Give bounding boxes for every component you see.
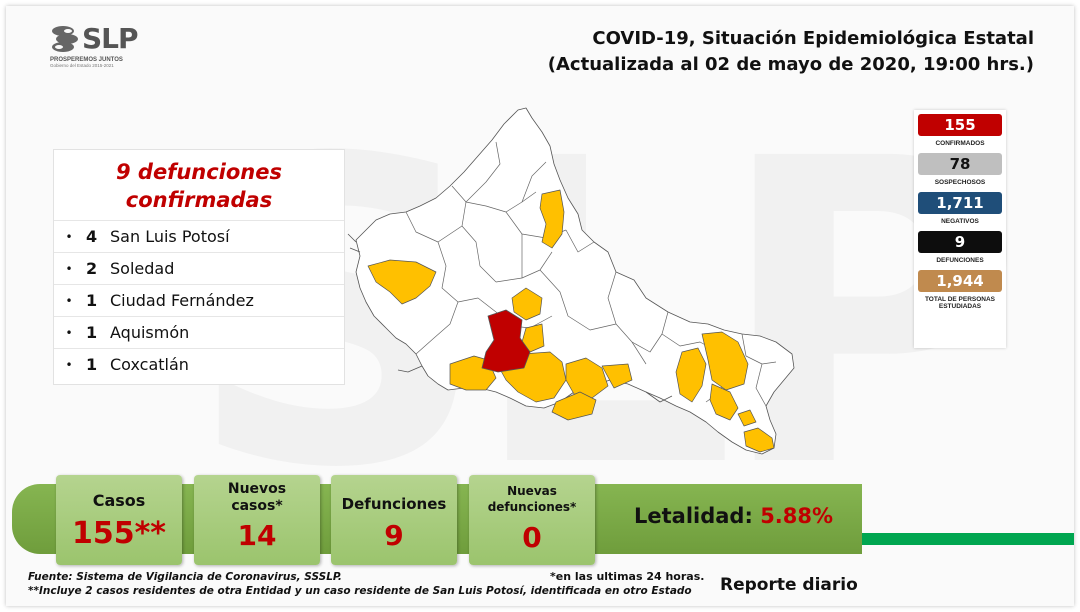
bullet: • bbox=[65, 357, 73, 372]
municipality-cases bbox=[737, 409, 757, 427]
deaths-card-label: Defunciones bbox=[341, 495, 447, 513]
death-count: 4 bbox=[86, 227, 98, 246]
municipality-cases bbox=[539, 189, 565, 249]
municipality-cases bbox=[601, 363, 633, 389]
logo-text: SLP bbox=[82, 22, 139, 55]
footnote-text: **Incluye 2 casos residentes de otra Ent… bbox=[28, 585, 692, 597]
municipality-cases bbox=[709, 383, 739, 421]
municipality-name: Aquismón bbox=[110, 323, 190, 342]
death-count: 1 bbox=[86, 323, 98, 342]
page-title: COVID-19, Situación Epidemiológica Estat… bbox=[548, 26, 1034, 78]
municipality-cases bbox=[367, 259, 437, 305]
deaths-title: 9 defunciones confirmadas bbox=[54, 158, 344, 214]
logo-tagline: PROSPEREMOS JUNTOS bbox=[50, 57, 123, 63]
slp-logo-icon bbox=[52, 25, 78, 52]
municipality-name: Ciudad Fernández bbox=[110, 291, 254, 310]
cases-card: Casos 155** bbox=[56, 475, 182, 565]
deaths-title-line-1: 9 defunciones bbox=[115, 160, 282, 184]
confirmed-label: CONFIRMADOS bbox=[935, 140, 985, 147]
suspected-count: 78 bbox=[918, 153, 1002, 175]
list-item: • 4 San Luis Potosí bbox=[54, 220, 344, 252]
slp-logo: SLP PROSPEREMOS JUNTOS Gobierno del Esta… bbox=[50, 22, 150, 68]
state-map bbox=[347, 107, 795, 455]
death-count: 2 bbox=[86, 259, 98, 278]
negative-label: NEGATIVOS bbox=[941, 218, 979, 225]
new-cases-card: Nuevos casos* 14 bbox=[194, 475, 320, 565]
deaths-title-line-2: confirmadas bbox=[125, 188, 273, 212]
list-item: • 1 Aquismón bbox=[54, 316, 344, 348]
last-24h-note: *en las ultimas 24 horas. bbox=[550, 570, 705, 583]
total-studied-count: 1,944 bbox=[918, 270, 1002, 292]
bullet: • bbox=[65, 261, 73, 276]
new-cases-label-1: Nuevos bbox=[227, 481, 287, 497]
municipality-name: San Luis Potosí bbox=[110, 227, 230, 246]
source-note: Fuente: Sistema de Vigilancia de Coronav… bbox=[28, 570, 692, 598]
municipality-cases bbox=[743, 427, 775, 453]
bullet: • bbox=[65, 325, 73, 340]
municipality-cases bbox=[675, 347, 707, 403]
death-count: 1 bbox=[86, 291, 98, 310]
logo-subtitle: Gobierno del Estado 2015-2021 bbox=[50, 63, 114, 68]
green-stripe bbox=[846, 533, 1074, 545]
title-line-1: COVID-19, Situación Epidemiológica Estat… bbox=[592, 28, 1034, 49]
lethality: Letalidad: 5.88% bbox=[634, 504, 833, 528]
bullet: • bbox=[65, 293, 73, 308]
list-item: • 2 Soledad bbox=[54, 252, 344, 284]
municipality-name: Soledad bbox=[110, 259, 175, 278]
list-item: • 1 Coxcatlán bbox=[54, 348, 344, 380]
daily-report-label: Reporte diario bbox=[720, 575, 858, 595]
new-deaths-card: Nuevas defunciones* 0 bbox=[469, 475, 595, 565]
death-count: 1 bbox=[86, 355, 98, 374]
bullet: • bbox=[65, 229, 73, 244]
list-item: • 1 Ciudad Fernández bbox=[54, 284, 344, 316]
lethality-value: 5.88% bbox=[760, 504, 834, 528]
municipality-cases bbox=[551, 391, 597, 421]
new-cases-label-2: casos* bbox=[231, 498, 283, 514]
deaths-card: Defunciones 9 bbox=[331, 475, 457, 565]
deaths-list: • 4 San Luis Potosí • 2 Soledad • 1 Ciudad Fer… bbox=[54, 220, 344, 380]
new-deaths-label-1: Nuevas bbox=[507, 484, 557, 498]
total-studied-label: TOTAL DE PERSONAS ESTUDIADAS bbox=[924, 296, 996, 310]
deaths-label: DEFUNCIONES bbox=[936, 257, 984, 264]
source-text: Fuente: Sistema de Vigilancia de Coronav… bbox=[28, 571, 342, 583]
deaths-count: 9 bbox=[918, 231, 1002, 253]
stats-panel: 155 CONFIRMADOS 78 SOSPECHOSOS 1,711 NEG… bbox=[914, 110, 1006, 348]
municipality-cases bbox=[521, 323, 545, 353]
cases-value: 155** bbox=[72, 516, 166, 551]
cases-label: Casos bbox=[92, 491, 146, 510]
lethality-label: Letalidad: bbox=[634, 504, 753, 528]
confirmed-count: 155 bbox=[918, 114, 1002, 136]
municipality-deaths bbox=[481, 309, 531, 373]
new-cases-value: 14 bbox=[237, 519, 277, 552]
negative-count: 1,711 bbox=[918, 192, 1002, 214]
municipality-cases bbox=[565, 357, 609, 399]
new-deaths-value: 0 bbox=[522, 521, 542, 554]
deaths-card-value: 9 bbox=[384, 519, 404, 552]
deaths-panel: 9 defunciones confirmadas • 4 San Luis Pot… bbox=[53, 149, 345, 385]
municipality-cases bbox=[511, 287, 543, 321]
suspected-label: SOSPECHOSOS bbox=[934, 179, 986, 186]
municipality-cases bbox=[701, 331, 749, 391]
new-deaths-label-2: defunciones* bbox=[487, 500, 577, 514]
municipality-name: Coxcatlán bbox=[110, 355, 189, 374]
slide: SLP SLP PROSPEREMOS JUNTOS Gobierno del … bbox=[6, 6, 1074, 606]
title-line-2: (Actualizada al 02 de mayo de 2020, 19:0… bbox=[547, 54, 1034, 75]
